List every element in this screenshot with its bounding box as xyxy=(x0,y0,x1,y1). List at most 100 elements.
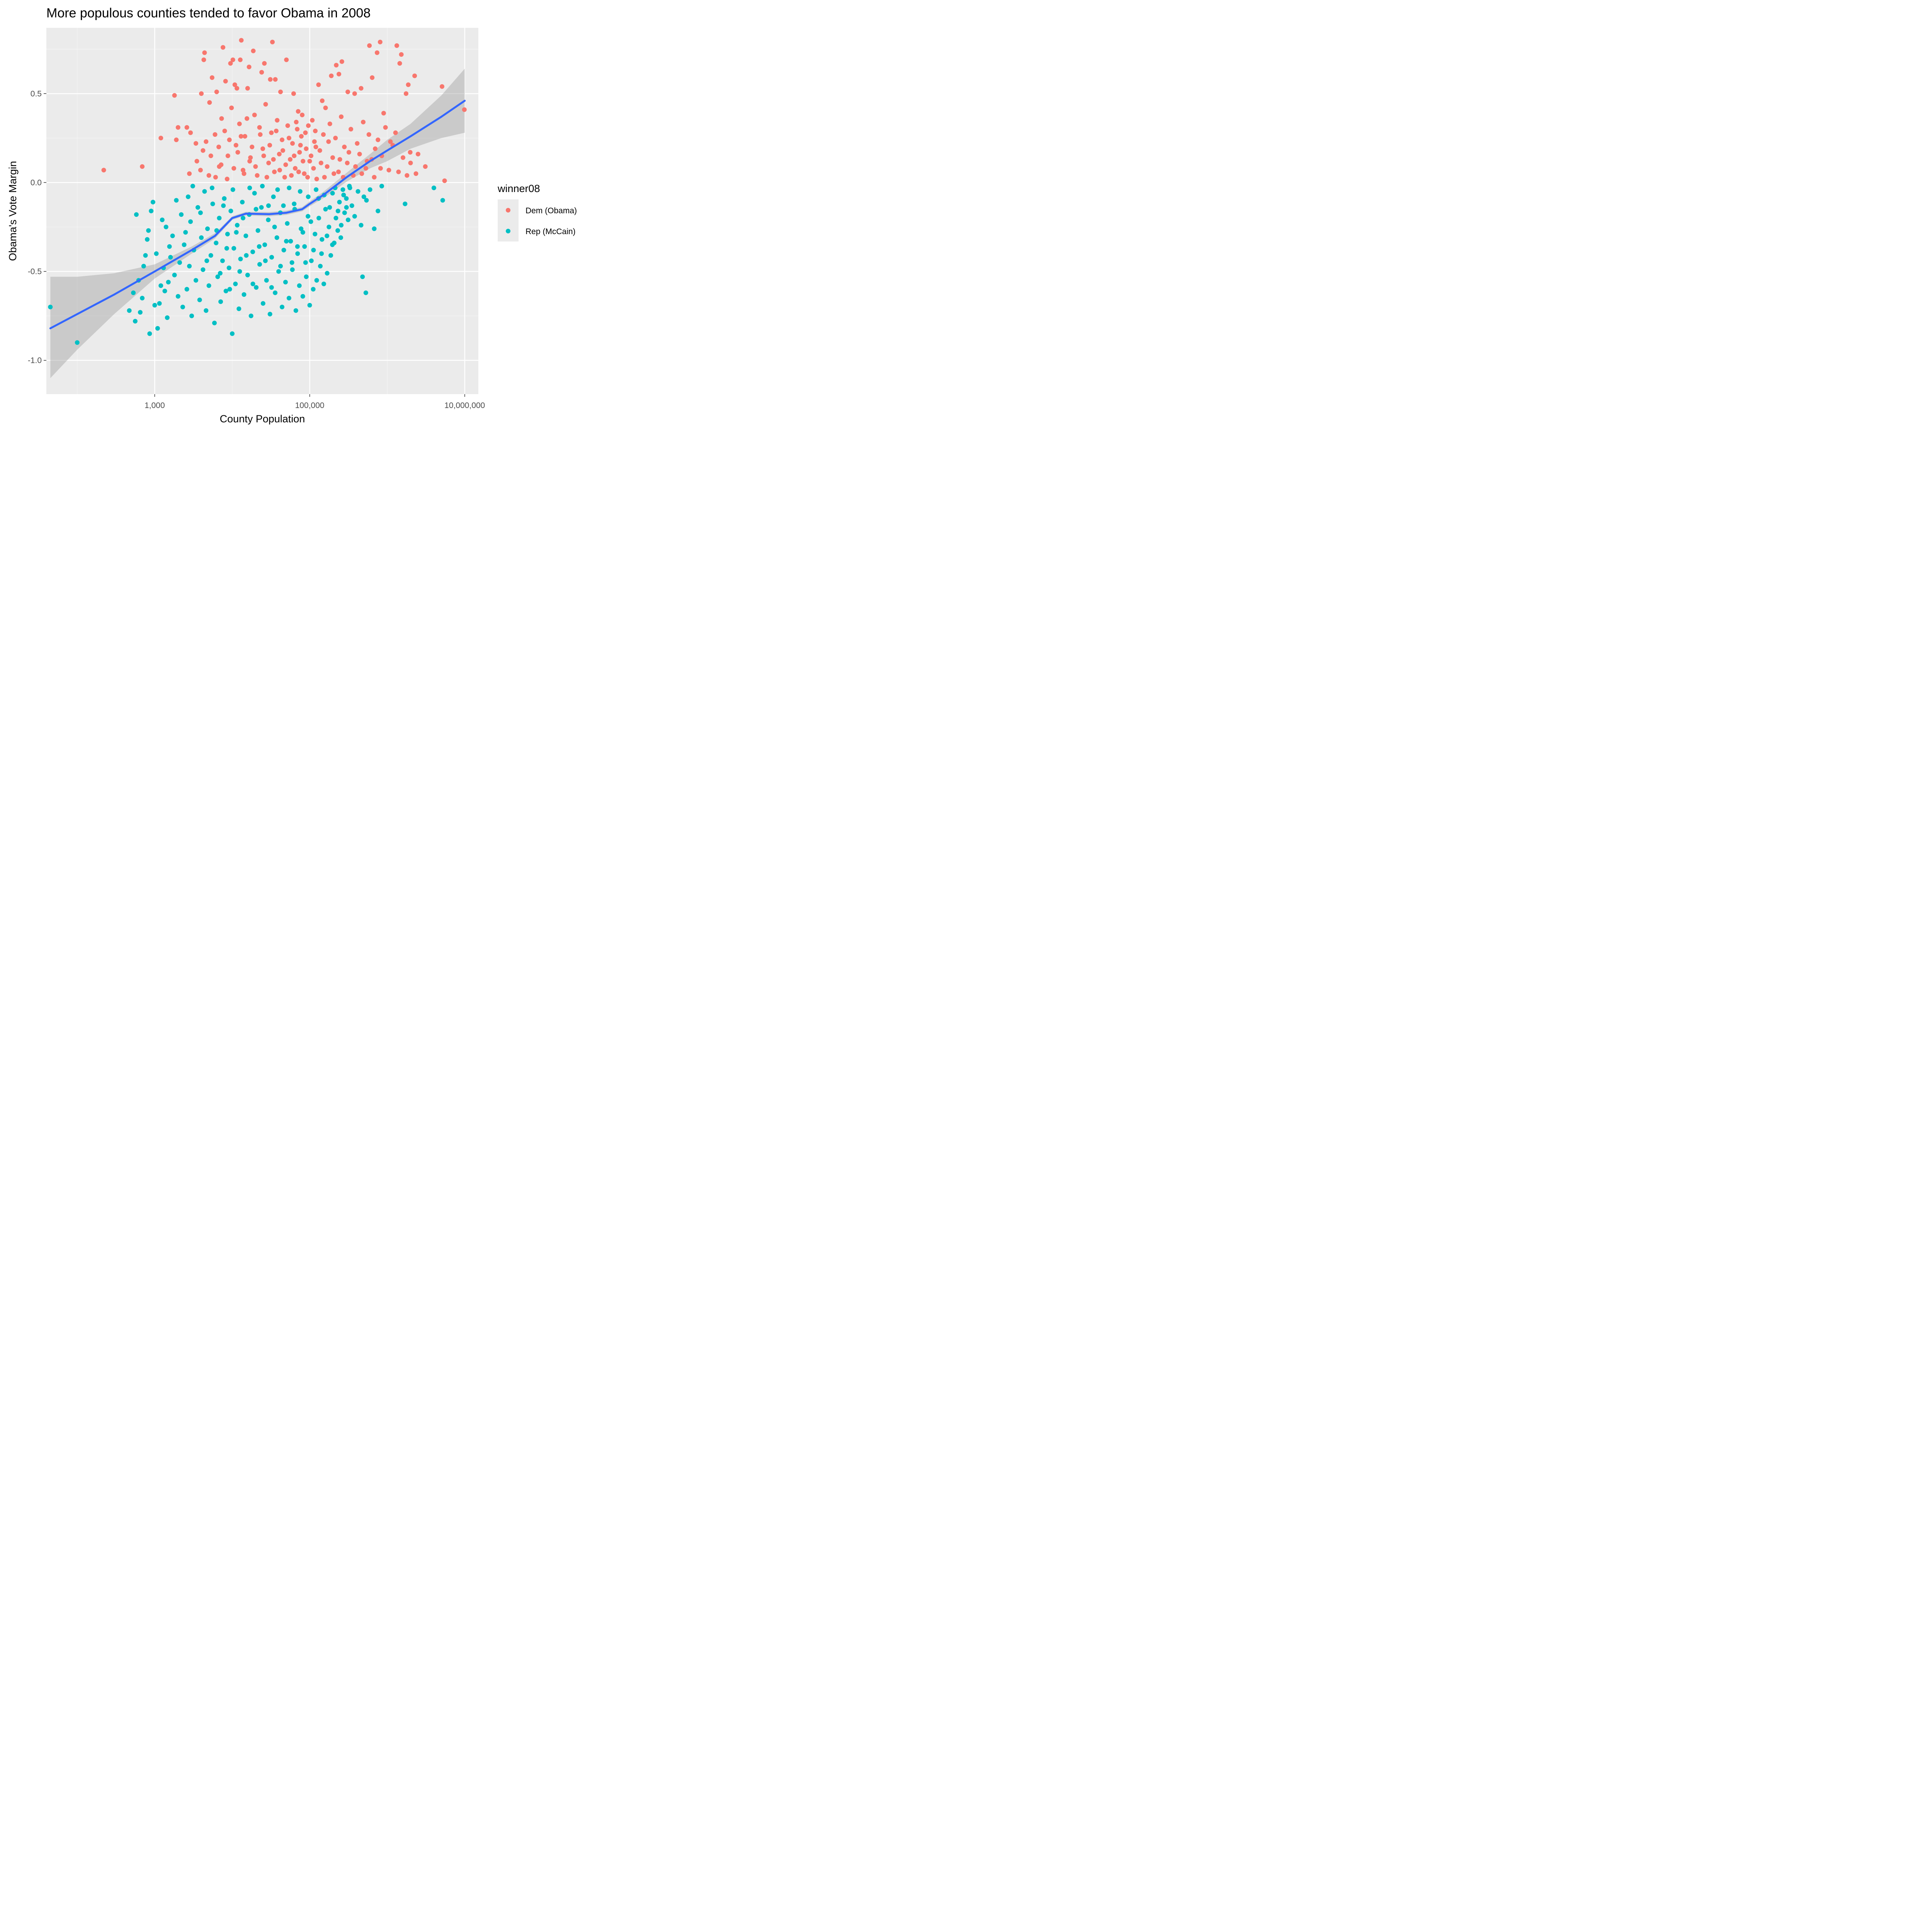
dem-point xyxy=(317,148,322,153)
dem-point xyxy=(250,145,255,150)
dem-point xyxy=(219,162,224,167)
dem-point xyxy=(337,71,342,77)
dem-point xyxy=(442,178,447,183)
rep-point xyxy=(316,216,321,221)
y-tick-label: -0.5 xyxy=(28,267,42,276)
rep-point xyxy=(307,303,312,308)
x-tick-label: 1,000 xyxy=(145,401,165,410)
rep-point xyxy=(328,253,333,258)
dem-point xyxy=(345,160,350,165)
dem-point xyxy=(303,130,308,135)
dem-point xyxy=(223,79,228,84)
rep-point xyxy=(311,248,316,253)
dem-point xyxy=(274,128,279,133)
dem-point xyxy=(277,151,282,156)
rep-point xyxy=(440,198,445,203)
y-axis-title: Obama's Vote Margin xyxy=(7,161,19,261)
dem-point xyxy=(323,105,328,111)
dem-point xyxy=(381,111,386,116)
dem-point xyxy=(208,153,213,158)
rep-point xyxy=(335,209,340,213)
rep-point xyxy=(217,216,222,221)
dem-point xyxy=(396,169,401,174)
dem-point xyxy=(352,91,357,96)
dem-point xyxy=(253,164,258,169)
y-axis-ticks: 0.5 0.0 -0.5 -1.0 xyxy=(28,89,46,365)
rep-point xyxy=(257,262,262,267)
dem-point xyxy=(292,153,297,158)
rep-point xyxy=(286,296,291,301)
rep-point xyxy=(240,200,245,204)
rep-point xyxy=(183,230,188,235)
rep-point xyxy=(266,203,271,208)
rep-point xyxy=(280,304,284,310)
rep-point xyxy=(189,313,194,318)
dem-point xyxy=(221,45,226,50)
rep-point xyxy=(293,308,298,313)
rep-point xyxy=(344,205,349,210)
dem-point xyxy=(310,118,315,123)
rep-point xyxy=(218,299,223,304)
dem-point xyxy=(326,139,331,144)
dem-point xyxy=(399,52,404,57)
rep-point xyxy=(145,237,150,242)
legend-label-dem: Dem (Obama) xyxy=(526,206,577,215)
rep-point xyxy=(205,226,210,231)
rep-point xyxy=(163,224,168,230)
dem-point xyxy=(406,82,411,87)
dem-point xyxy=(280,137,284,142)
rep-point xyxy=(177,260,182,265)
dem-point xyxy=(361,119,366,124)
y-tick-label: 0.0 xyxy=(31,178,42,187)
dem-point xyxy=(367,43,372,48)
dem-point xyxy=(386,168,391,173)
rep-point xyxy=(241,216,245,221)
rep-point xyxy=(257,244,262,249)
rep-point xyxy=(403,201,408,206)
rep-point xyxy=(260,301,265,306)
dem-point xyxy=(355,141,360,146)
dem-point xyxy=(175,125,180,130)
legend-label-rep: Rep (McCain) xyxy=(526,227,576,236)
rep-point xyxy=(242,292,247,297)
dem-point xyxy=(415,151,420,156)
dem-point xyxy=(397,61,402,66)
dem-point xyxy=(309,153,313,158)
dem-point xyxy=(237,121,242,126)
rep-point xyxy=(308,219,313,224)
rep-point xyxy=(288,239,293,244)
rep-point xyxy=(221,203,226,208)
dem-point xyxy=(251,48,256,53)
rep-point xyxy=(138,310,143,315)
dem-point xyxy=(213,175,218,180)
dem-point xyxy=(313,128,318,133)
dem-point xyxy=(412,73,417,78)
legend-key-rep xyxy=(506,229,510,233)
x-tick-label: 10,000,000 xyxy=(444,401,485,410)
rep-point xyxy=(244,253,249,258)
rep-point xyxy=(379,184,384,189)
rep-point xyxy=(214,240,219,245)
dem-point xyxy=(388,139,393,144)
rep-point xyxy=(202,189,207,194)
dem-point xyxy=(188,130,193,135)
rep-point xyxy=(131,290,136,295)
rep-point xyxy=(179,212,184,217)
rep-point xyxy=(220,258,225,263)
dem-point xyxy=(337,157,342,162)
dem-point xyxy=(260,146,265,151)
dem-point xyxy=(225,153,230,158)
rep-point xyxy=(209,185,214,190)
rep-point xyxy=(250,281,255,286)
rep-point xyxy=(224,246,229,251)
rep-point xyxy=(227,287,232,292)
rep-point xyxy=(234,230,239,235)
dem-point xyxy=(363,166,368,171)
rep-point xyxy=(222,196,227,201)
dem-point xyxy=(271,157,276,162)
dem-point xyxy=(300,112,305,117)
rep-point xyxy=(259,205,264,210)
dem-point xyxy=(270,39,275,44)
dem-point xyxy=(255,173,260,178)
rep-point xyxy=(339,223,344,228)
